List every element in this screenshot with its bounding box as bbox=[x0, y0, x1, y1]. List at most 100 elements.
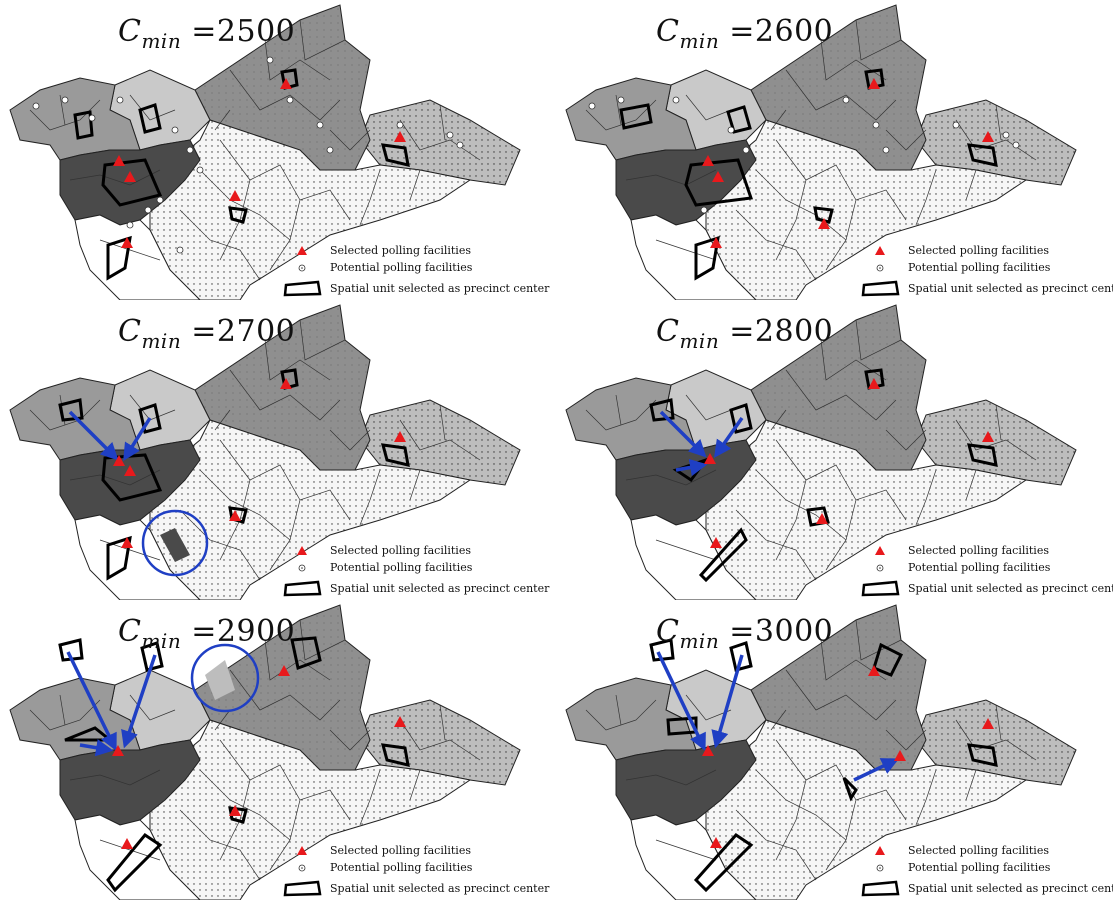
selected-facility-legend-icon bbox=[875, 846, 885, 855]
panel-title: Cmin =2800 bbox=[656, 314, 833, 353]
selected-facility-legend-icon bbox=[875, 546, 885, 555]
legend-center-label: Spatial unit selected as precinct center bbox=[330, 882, 550, 895]
reassignment-arrow bbox=[711, 654, 744, 749]
reassignment-arrow bbox=[121, 654, 157, 749]
legend-center-label: Spatial unit selected as precinct center bbox=[908, 282, 1113, 295]
precinct-center-legend-icon bbox=[283, 580, 322, 597]
legend-selected-label: Selected polling facilities bbox=[330, 844, 471, 857]
legend-selected-label: Selected polling facilities bbox=[908, 844, 1049, 857]
district-map bbox=[556, 0, 1112, 300]
selected-facility-marker bbox=[121, 237, 133, 248]
map-legend: Selected polling facilities Potential po… bbox=[860, 242, 1113, 297]
selected-facility-legend-icon bbox=[875, 246, 885, 255]
selected-facility-marker bbox=[280, 78, 292, 89]
map-legend: Selected polling facilities Potential po… bbox=[282, 842, 554, 897]
panel-title: Cmin =3000 bbox=[656, 614, 833, 653]
panel-value: =3000 bbox=[729, 614, 834, 649]
selected-facility-legend-icon bbox=[297, 246, 307, 255]
reassigned-unit bbox=[205, 660, 235, 700]
map-panel-2: Cmin =2600 Selected polling facilities P… bbox=[556, 0, 1113, 300]
symbol-letter: C bbox=[656, 314, 680, 349]
map-panel-5: Cmin =2900 Selected polling facilities P… bbox=[0, 600, 556, 900]
precinct-center-outline bbox=[73, 110, 94, 140]
potential-facility-legend-icon bbox=[876, 264, 884, 272]
potential-facility-legend-icon bbox=[876, 864, 884, 872]
symbol-letter: C bbox=[118, 314, 142, 349]
symbol-subscript: min bbox=[679, 29, 720, 53]
map-panel-6: Cmin =3000 Selected polling facilities P… bbox=[556, 600, 1113, 900]
precinct-center-outline bbox=[138, 103, 162, 134]
symbol-letter: C bbox=[118, 14, 142, 49]
potential-facility-legend-icon bbox=[876, 564, 884, 572]
reassignment-arrow bbox=[713, 416, 744, 458]
legend-potential-label: Potential polling facilities bbox=[908, 261, 1051, 274]
legend-potential-label: Potential polling facilities bbox=[330, 861, 473, 874]
potential-facility-legend-icon bbox=[298, 864, 306, 872]
map-panel-3: Cmin =2700 Selected polling facilities P… bbox=[0, 300, 556, 600]
district-map bbox=[0, 600, 556, 900]
precinct-center-legend-icon bbox=[283, 880, 322, 897]
symbol-letter: C bbox=[656, 614, 680, 649]
highlight-circle bbox=[141, 509, 209, 577]
reassignment-arrow bbox=[656, 651, 706, 752]
selected-facility-marker bbox=[394, 131, 406, 142]
panel-value: =2700 bbox=[191, 314, 296, 349]
legend-potential-label: Potential polling facilities bbox=[908, 861, 1051, 874]
precinct-center-legend-icon bbox=[861, 880, 900, 897]
legend-selected-label: Selected polling facilities bbox=[330, 544, 471, 557]
reassignment-arrow bbox=[66, 651, 117, 752]
map-panel-1: Cmin =2500 Selected polling facilities P… bbox=[0, 0, 556, 300]
precinct-centers bbox=[73, 68, 410, 281]
district-map bbox=[556, 600, 1112, 900]
symbol-letter: C bbox=[656, 14, 680, 49]
panel-value: =2600 bbox=[729, 14, 834, 49]
symbol-subscript: min bbox=[141, 29, 182, 53]
reassigned-unit bbox=[160, 528, 190, 562]
reassignment-arrow bbox=[79, 739, 114, 757]
selected-facility-legend-icon bbox=[297, 546, 307, 555]
map-panel-4: Cmin =2800 Selected polling facilities P… bbox=[556, 300, 1113, 600]
reassignment-arrow bbox=[675, 458, 708, 477]
map-legend: Selected polling facilities Potential po… bbox=[860, 842, 1113, 897]
district-map bbox=[556, 300, 1112, 600]
precinct-center-legend-icon bbox=[861, 580, 900, 597]
panel-title: Cmin =2900 bbox=[118, 614, 295, 653]
legend-potential-label: Potential polling facilities bbox=[908, 561, 1051, 574]
selected-facility-legend-icon bbox=[297, 846, 307, 855]
selected-facility-marker bbox=[124, 171, 136, 182]
potential-facilities bbox=[32, 56, 464, 254]
reassignment-arrow bbox=[123, 417, 152, 461]
panel-value: =2800 bbox=[729, 314, 834, 349]
map-legend: Selected polling facilities Potential po… bbox=[282, 542, 554, 597]
panel-value: =2500 bbox=[191, 14, 296, 49]
selected-facilities bbox=[113, 78, 406, 248]
potential-facility-legend-icon bbox=[298, 264, 306, 272]
legend-selected-label: Selected polling facilities bbox=[330, 244, 471, 257]
potential-facility-legend-icon bbox=[298, 564, 306, 572]
symbol-subscript: min bbox=[679, 329, 720, 353]
precinct-center-outline bbox=[106, 235, 132, 281]
precinct-center-outline bbox=[380, 143, 410, 167]
map-legend: Selected polling facilities Potential po… bbox=[860, 542, 1113, 597]
precinct-center-legend-icon bbox=[283, 280, 322, 297]
selected-facility-marker bbox=[229, 190, 241, 201]
legend-selected-label: Selected polling facilities bbox=[908, 244, 1049, 257]
reassignment-arrow bbox=[68, 410, 119, 461]
reassignment-arrow bbox=[659, 410, 707, 458]
highlight-circle bbox=[190, 643, 260, 713]
symbol-subscript: min bbox=[141, 329, 182, 353]
selected-facility-marker bbox=[113, 155, 125, 166]
legend-center-label: Spatial unit selected as precinct center bbox=[330, 282, 550, 295]
legend-center-label: Spatial unit selected as precinct center bbox=[908, 582, 1113, 595]
precinct-center-outline bbox=[101, 158, 163, 207]
panel-value: =2900 bbox=[191, 614, 296, 649]
panel-title: Cmin =2700 bbox=[118, 314, 295, 353]
panel-title: Cmin =2600 bbox=[656, 14, 833, 53]
reassignment-arrow bbox=[853, 758, 900, 782]
legend-potential-label: Potential polling facilities bbox=[330, 561, 473, 574]
legend-potential-label: Potential polling facilities bbox=[330, 261, 473, 274]
symbol-letter: C bbox=[118, 614, 142, 649]
panel-title: Cmin =2500 bbox=[118, 14, 295, 53]
district-map bbox=[0, 300, 556, 600]
district-map bbox=[0, 0, 556, 300]
